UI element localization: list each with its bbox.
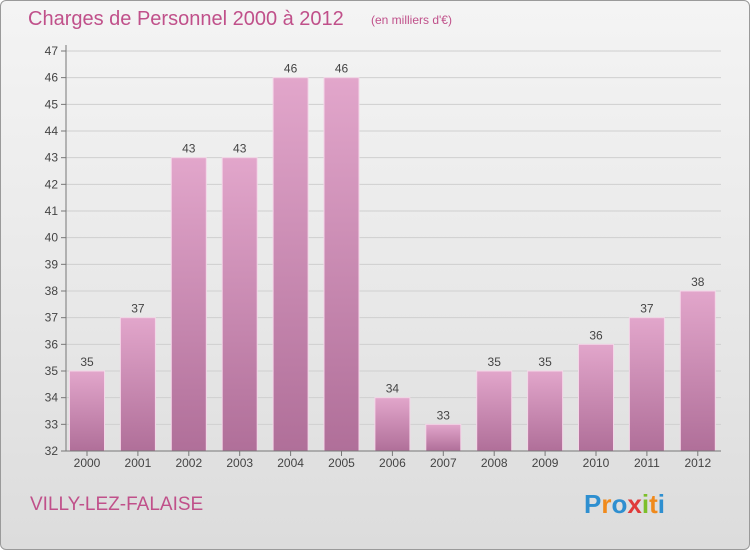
logo-letter: P (584, 489, 602, 519)
x-tick-label: 2000 (74, 456, 101, 470)
data-label: 35 (80, 355, 94, 369)
x-tick-label: 2012 (684, 456, 711, 470)
x-tick-label: 2005 (328, 456, 355, 470)
x-tick-label: 2011 (634, 456, 660, 470)
x-tick-label: 2004 (277, 456, 304, 470)
logo-letter: i (657, 489, 665, 519)
x-tick-label: 2007 (430, 456, 457, 470)
logo-letter: i (641, 489, 650, 519)
bar (527, 370, 564, 452)
x-tick-label: 2003 (226, 456, 253, 470)
data-label: 35 (538, 355, 552, 369)
data-label: 38 (691, 275, 705, 289)
bar (628, 317, 665, 452)
logo-letter: x (627, 489, 642, 519)
y-tick-label: 47 (45, 44, 59, 58)
place-name: VILLY-LEZ-FALAISE (30, 494, 204, 515)
x-tick-label: 2008 (481, 456, 508, 470)
bar (425, 423, 462, 452)
data-label: 35 (488, 355, 502, 369)
y-tick-label: 35 (45, 364, 59, 378)
bar (221, 157, 258, 452)
y-tick-label: 45 (45, 97, 59, 111)
data-label: 46 (284, 62, 298, 76)
x-tick-label: 2002 (175, 456, 202, 470)
y-tick-label: 42 (45, 177, 59, 191)
y-tick-label: 44 (45, 124, 59, 138)
x-tick-label: 2009 (532, 456, 559, 470)
x-tick-label: 2010 (583, 456, 610, 470)
data-label: 43 (182, 142, 196, 156)
data-label: 36 (589, 328, 603, 342)
bar (69, 370, 105, 452)
y-tick-label: 46 (45, 71, 59, 85)
y-tick-label: 33 (45, 417, 59, 431)
y-tick-label: 43 (45, 151, 59, 165)
bar (578, 343, 614, 452)
y-tick-label: 38 (45, 284, 59, 298)
y-tick-label: 36 (45, 337, 59, 351)
bar (272, 77, 309, 452)
proxiti-logo: Proxiti (584, 489, 665, 520)
y-tick-label: 41 (45, 204, 59, 218)
axis-layer: 32 33 34 35 36 37 38 39 40 41 42 43 44 45 46 47 2000 2001… (45, 44, 721, 470)
data-label: 43 (233, 142, 247, 156)
chart-subtitle: (en milliers d'€) (371, 13, 452, 27)
data-label: 33 (437, 408, 451, 422)
bar (476, 370, 513, 452)
y-tick-label: 34 (45, 391, 59, 405)
data-label: 34 (386, 382, 400, 396)
bar (170, 157, 207, 452)
bar (119, 317, 156, 452)
logo-letter: r (601, 489, 612, 519)
bar (679, 290, 716, 452)
x-tick-label: 2006 (379, 456, 406, 470)
logo-letter: t (649, 489, 658, 519)
y-tick-label: 40 (45, 231, 59, 245)
x-tick-label: 2001 (125, 456, 152, 470)
y-tick-label: 37 (45, 311, 59, 325)
data-label: 37 (131, 302, 145, 316)
chart-title: Charges de Personnel 2000 à 2012 (28, 8, 344, 30)
y-tick-label: 32 (45, 444, 59, 458)
data-label: 46 (335, 62, 349, 76)
bar (323, 77, 360, 452)
y-tick-label: 39 (45, 257, 59, 271)
bar-layer: 35 37 43 43 46 46 34 33 35 35 36 37 38 (69, 62, 716, 452)
logo-letter: o (611, 489, 628, 519)
data-label: 37 (640, 302, 654, 316)
bar (374, 397, 411, 452)
